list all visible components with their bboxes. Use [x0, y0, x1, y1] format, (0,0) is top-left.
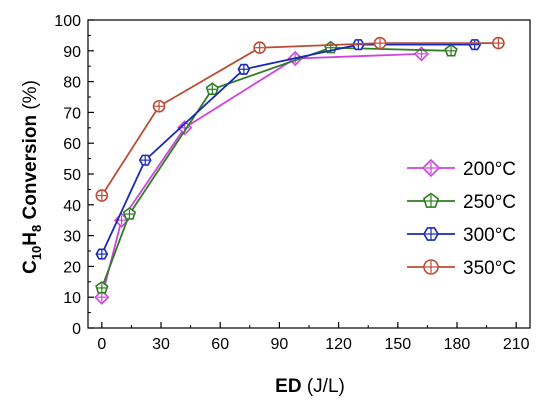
y-tick-label: 20	[63, 259, 81, 276]
x-tick-label: 150	[384, 336, 411, 353]
x-tick-label: 30	[152, 336, 170, 353]
y-tick-label: 70	[63, 105, 81, 122]
data-point	[253, 41, 266, 55]
y-tick-label: 50	[63, 167, 81, 184]
series-line	[100, 46, 452, 289]
y-tick-label: 0	[72, 321, 81, 338]
series-0	[94, 46, 430, 305]
legend-item: 350°C	[407, 258, 516, 279]
legend-marker	[421, 158, 441, 178]
data-point	[95, 189, 109, 202]
y-axis-title-sub1: 10	[29, 246, 44, 260]
legend-label: 250°C	[463, 192, 516, 213]
y-tick-label: 30	[63, 229, 81, 246]
legend-marker	[422, 192, 440, 208]
x-axis-title-bold: ED	[275, 376, 301, 397]
legend-item: 200°C	[407, 158, 516, 180]
data-point	[444, 43, 458, 57]
series-1	[95, 40, 458, 294]
y-tick-label: 40	[63, 198, 81, 215]
legend-label: 350°C	[463, 258, 516, 279]
series-line	[100, 52, 422, 298]
y-axis-title-word: Conversion	[20, 115, 41, 225]
y-tick-label: 80	[63, 75, 81, 92]
legend-item: 300°C	[407, 225, 516, 246]
data-point	[122, 207, 137, 220]
data-point	[95, 248, 109, 260]
x-axis: 0 30 60 90 120 150 180 210	[97, 322, 530, 353]
legend-marker	[423, 227, 439, 241]
legend: 200°C 250°C 300°C 350°C	[407, 158, 516, 279]
y-tick-label: 100	[54, 13, 81, 30]
legend-marker	[423, 259, 439, 275]
series-line	[101, 42, 499, 197]
y-tick-label: 10	[63, 290, 81, 307]
y-axis: 0 10 20 30 40 50 60 70 80 90 100	[54, 13, 94, 338]
x-tick-label: 180	[444, 336, 471, 353]
data-point	[94, 289, 110, 305]
y-axis-title-sub2: 8	[29, 225, 44, 232]
legend-label: 300°C	[463, 225, 516, 246]
series-2	[95, 39, 482, 260]
y-axis-title-c: C	[20, 260, 41, 274]
y-tick-label: 90	[63, 44, 81, 61]
x-tick-label: 60	[211, 336, 229, 353]
y-axis-title: C10H8 Conversion (%)	[20, 80, 44, 274]
y-axis-title-unit: (%)	[20, 80, 41, 115]
x-tick-label: 120	[325, 336, 352, 353]
data-point	[237, 63, 251, 75]
data-point	[152, 99, 166, 113]
data-point	[492, 36, 505, 50]
y-tick-label: 60	[63, 136, 81, 153]
x-axis-title: ED (J/L)	[275, 376, 345, 397]
series-layer	[94, 36, 505, 305]
data-point	[95, 280, 109, 294]
y-axis-title-h: H	[20, 232, 41, 246]
legend-label: 200°C	[463, 159, 516, 180]
x-tick-label: 90	[271, 336, 289, 353]
data-point	[373, 36, 387, 50]
x-axis-title-unit: (J/L)	[302, 376, 345, 397]
legend-item: 250°C	[407, 192, 516, 213]
data-point	[468, 39, 482, 51]
data-point	[205, 82, 219, 95]
series-line	[100, 43, 475, 255]
series-3	[95, 36, 505, 202]
x-tick-label: 0	[97, 336, 106, 353]
x-tick-label: 210	[503, 336, 530, 353]
data-point	[138, 154, 152, 166]
